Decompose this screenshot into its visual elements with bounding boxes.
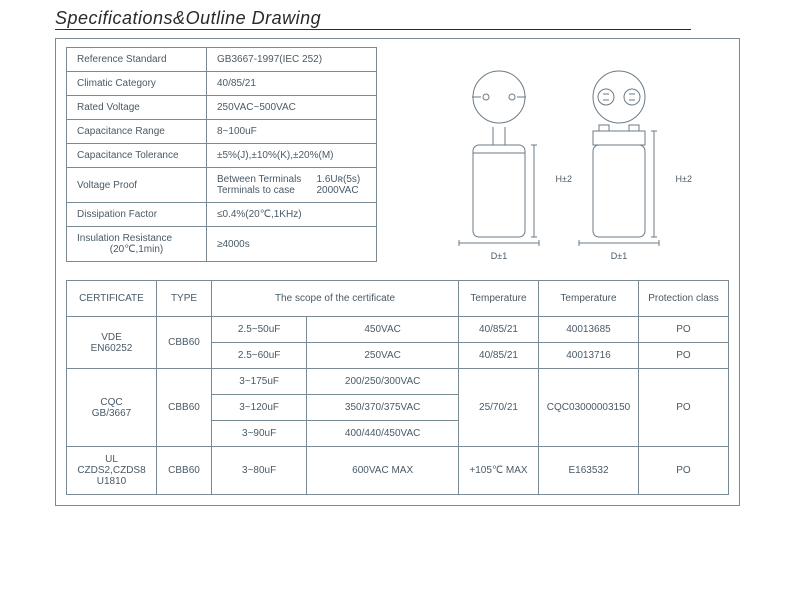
table-row: Rated Voltage250VAC~500VAC <box>67 96 377 120</box>
dim-d-label: D±1 <box>611 251 627 261</box>
cert-table: CERTIFICATE TYPE The scope of the certif… <box>66 280 729 495</box>
dim-h-label: H±2 <box>676 174 692 184</box>
spec-label: Insulation Resistance (20℃,1min) <box>67 227 207 262</box>
table-row: Climatic Category40/85/21 <box>67 72 377 96</box>
capacitor-icon <box>574 67 664 247</box>
cert-temp: +105℃ MAX <box>459 447 539 495</box>
cert-name: CQC GB/3667 <box>67 369 157 447</box>
dim-d-label: D±1 <box>491 251 507 261</box>
cert-temp: 25/70/21 <box>459 369 539 447</box>
capacitor-drawing-b: H±2 D±1 <box>574 67 664 261</box>
table-row: VDE EN60252 CBB60 2.5~50uF 450VAC 40/85/… <box>67 317 729 343</box>
spec-label: Voltage Proof <box>67 168 207 203</box>
spec-text: 2000VAC <box>317 185 367 196</box>
cert-temp: 40/85/21 <box>459 317 539 343</box>
cert-cap: 2.5~50uF <box>212 317 307 343</box>
table-row: Voltage Proof Between Terminals Terminal… <box>67 168 377 203</box>
cert-prot: PO <box>639 447 729 495</box>
cert-prot: PO <box>639 317 729 343</box>
spec-text: Insulation Resistance <box>77 233 196 244</box>
cert-volt: 350/370/375VAC <box>307 395 459 421</box>
cert-text: CZDS2,CZDS8 <box>73 465 150 476</box>
col-protection: Protection class <box>639 281 729 317</box>
spec-subvalue: Between Terminals Terminals to case <box>207 168 317 203</box>
cert-volt: 250VAC <box>307 343 459 369</box>
spec-label: Dissipation Factor <box>67 203 207 227</box>
spec-value: GB3667-1997(IEC 252) <box>207 48 377 72</box>
content-box: Reference StandardGB3667-1997(IEC 252) C… <box>55 38 740 506</box>
cert-cap: 3~175uF <box>212 369 307 395</box>
spec-label: Rated Voltage <box>67 96 207 120</box>
cert-num: CQC03000003150 <box>539 369 639 447</box>
col-certificate: CERTIFICATE <box>67 281 157 317</box>
cert-cap: 3~90uF <box>212 421 307 447</box>
cert-text: CQC <box>73 397 150 408</box>
col-temperature2: Temperature <box>539 281 639 317</box>
capacitor-icon <box>454 67 544 247</box>
spec-text: 1.6Uʀ(5s) <box>317 174 367 185</box>
dim-h-label: H±2 <box>556 174 572 184</box>
top-row: Reference StandardGB3667-1997(IEC 252) C… <box>56 39 739 270</box>
page-title: Specifications&Outline Drawing <box>55 8 691 30</box>
cert-text: VDE <box>73 332 150 343</box>
spec-label: Capacitance Tolerance <box>67 144 207 168</box>
cert-cap: 2.5~60uF <box>212 343 307 369</box>
table-row: Insulation Resistance (20℃,1min) ≥4000s <box>67 227 377 262</box>
table-row: UL CZDS2,CZDS8 U1810 CBB60 3~80uF 600VAC… <box>67 447 729 495</box>
cert-num: E163532 <box>539 447 639 495</box>
spec-value: ≥4000s <box>207 227 377 262</box>
cert-text: GB/3667 <box>73 408 150 419</box>
cert-type: CBB60 <box>157 369 212 447</box>
cert-temp: 40/85/21 <box>459 343 539 369</box>
spec-label: Climatic Category <box>67 72 207 96</box>
cert-text: U1810 <box>73 476 150 487</box>
cert-volt: 400/440/450VAC <box>307 421 459 447</box>
cert-name: UL CZDS2,CZDS8 U1810 <box>67 447 157 495</box>
page: Specifications&Outline Drawing Reference… <box>0 8 795 526</box>
cert-text: UL <box>73 454 150 465</box>
table-row: Dissipation Factor≤0.4%(20℃,1KHz) <box>67 203 377 227</box>
spec-value: 250VAC~500VAC <box>207 96 377 120</box>
cert-volt: 200/250/300VAC <box>307 369 459 395</box>
cert-cap: 3~80uF <box>212 447 307 495</box>
table-row: Capacitance Tolerance±5%(J),±10%(K),±20%… <box>67 144 377 168</box>
col-type: TYPE <box>157 281 212 317</box>
cert-name: VDE EN60252 <box>67 317 157 369</box>
spec-text: Between Terminals <box>217 174 317 185</box>
table-row: CQC GB/3667 CBB60 3~175uF 200/250/300VAC… <box>67 369 729 395</box>
table-row: Reference StandardGB3667-1997(IEC 252) <box>67 48 377 72</box>
spec-value: 8~100uF <box>207 120 377 144</box>
cert-type: CBB60 <box>157 447 212 495</box>
cert-cap: 3~120uF <box>212 395 307 421</box>
cert-text: EN60252 <box>73 343 150 354</box>
outline-drawings: H±2 D±1 <box>389 47 729 261</box>
capacitor-drawing-a: H±2 D±1 <box>454 67 544 261</box>
cert-wrap: CERTIFICATE TYPE The scope of the certif… <box>56 270 739 505</box>
table-row: Capacitance Range8~100uF <box>67 120 377 144</box>
heading-wrap: Specifications&Outline Drawing <box>55 8 740 30</box>
col-temperature: Temperature <box>459 281 539 317</box>
spec-text: (20℃,1min) <box>77 244 196 255</box>
cert-num: 40013716 <box>539 343 639 369</box>
cert-type: CBB60 <box>157 317 212 369</box>
spec-text: Terminals to case <box>217 185 317 196</box>
cert-prot: PO <box>639 343 729 369</box>
cert-num: 40013685 <box>539 317 639 343</box>
cert-prot: PO <box>639 369 729 447</box>
spec-value: ±5%(J),±10%(K),±20%(M) <box>207 144 377 168</box>
spec-label: Reference Standard <box>67 48 207 72</box>
spec-value: ≤0.4%(20℃,1KHz) <box>207 203 377 227</box>
spec-value: 40/85/21 <box>207 72 377 96</box>
cert-volt: 600VAC MAX <box>307 447 459 495</box>
spec-table: Reference StandardGB3667-1997(IEC 252) C… <box>66 47 377 262</box>
spec-subvalue: 1.6Uʀ(5s) 2000VAC <box>317 168 377 203</box>
cert-volt: 450VAC <box>307 317 459 343</box>
spec-label: Capacitance Range <box>67 120 207 144</box>
table-header-row: CERTIFICATE TYPE The scope of the certif… <box>67 281 729 317</box>
col-scope: The scope of the certificate <box>212 281 459 317</box>
